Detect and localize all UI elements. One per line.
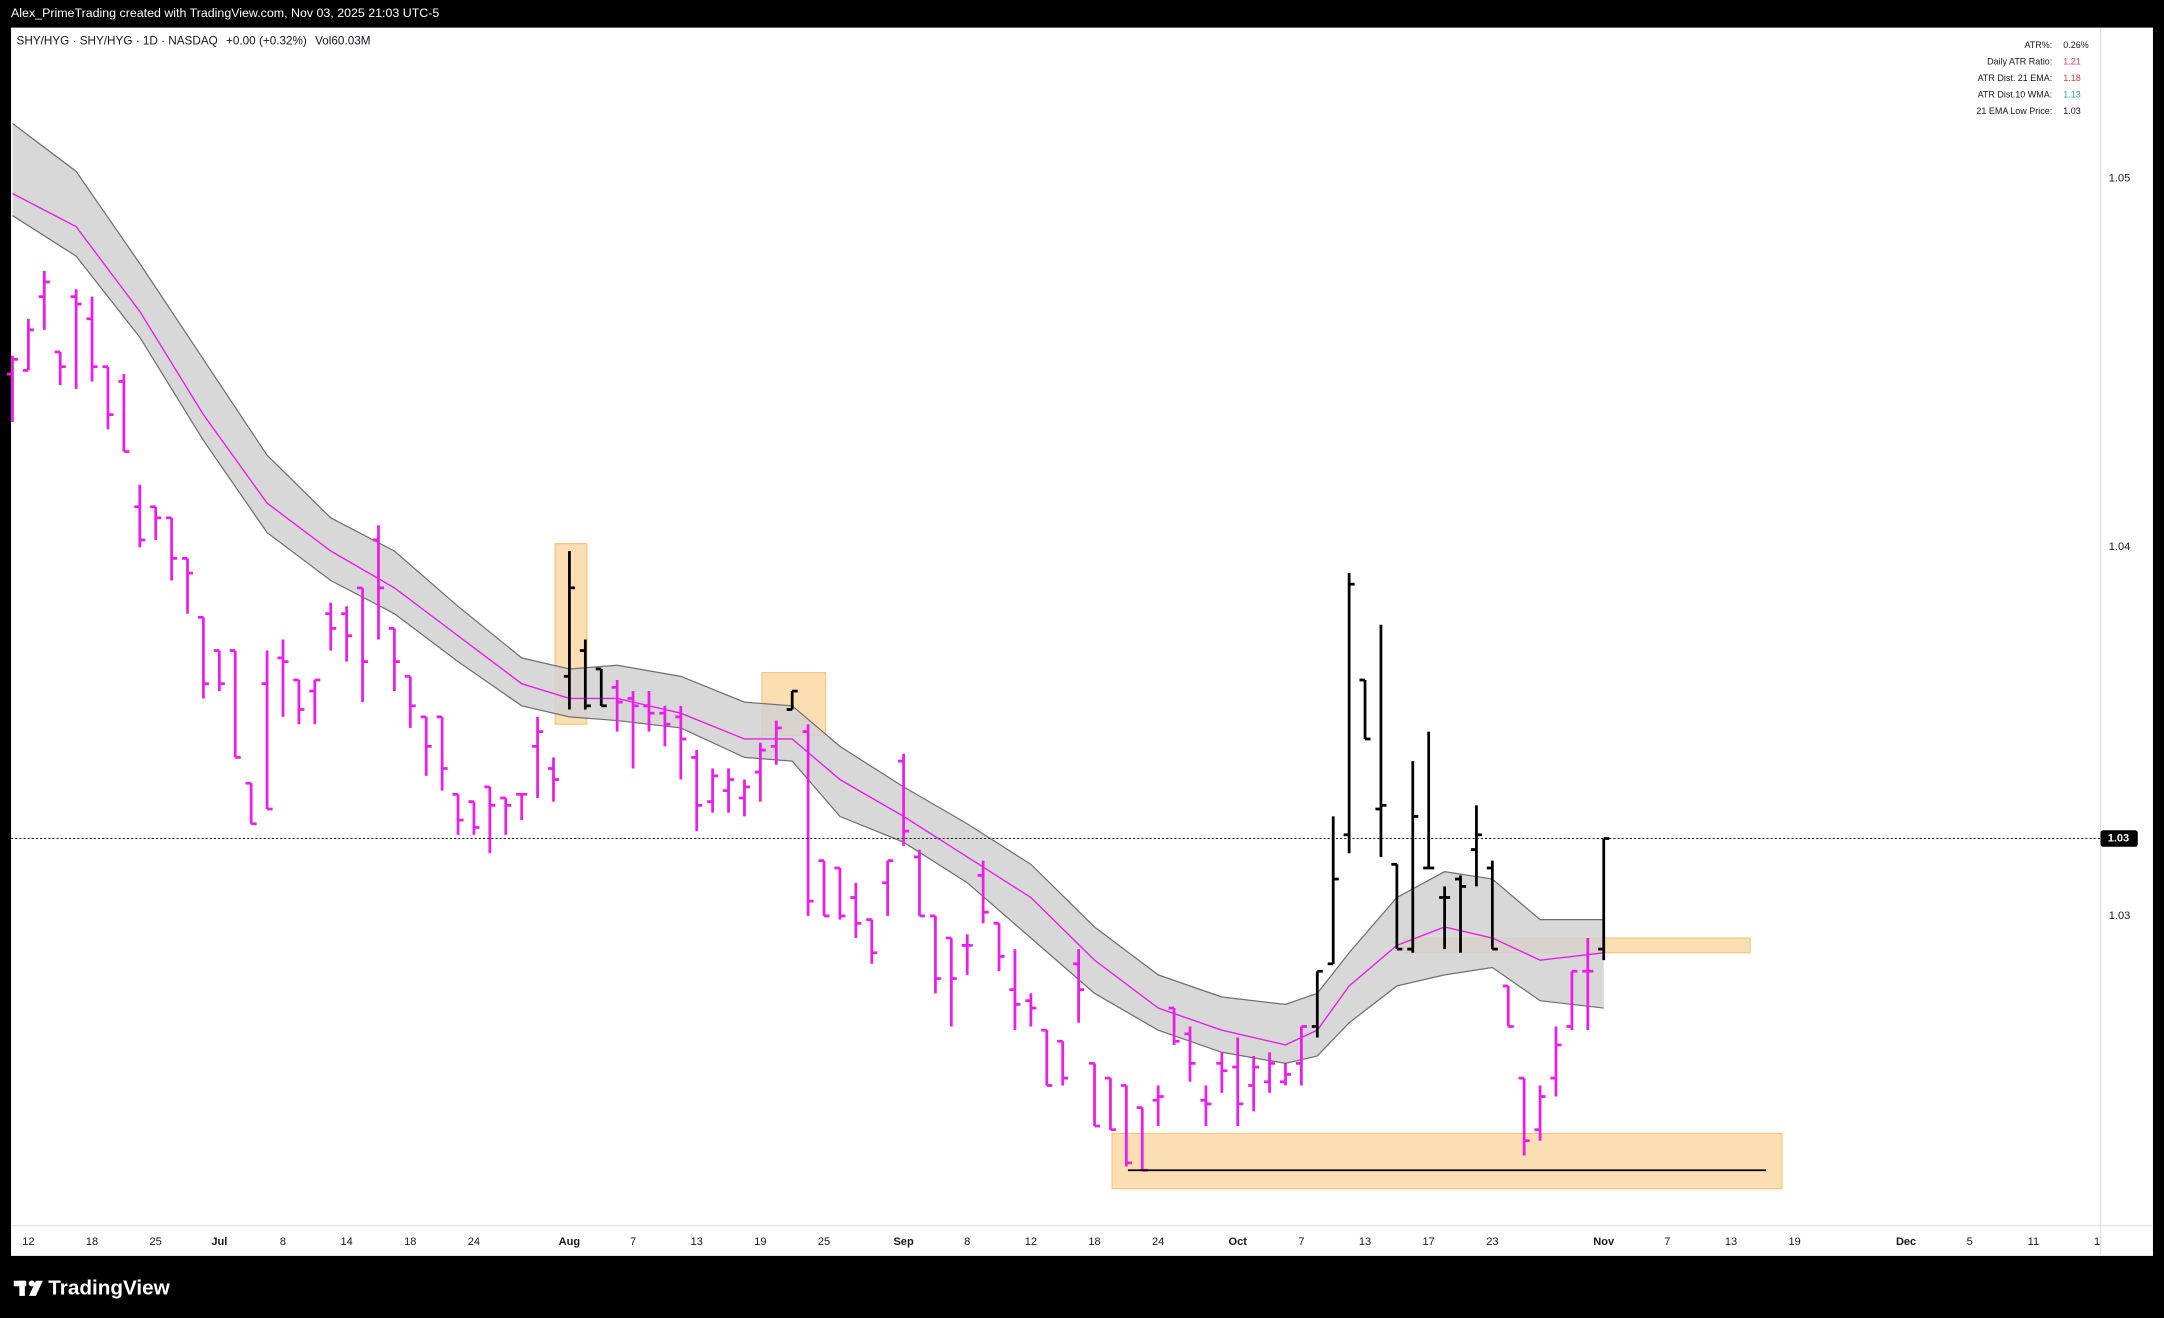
x-tick-label: 8 — [280, 1236, 286, 1248]
table-value: 1.03 — [2063, 106, 2080, 116]
table-value: 1.13 — [2063, 90, 2080, 100]
x-tick-label: 23 — [1486, 1236, 1498, 1248]
x-tick-label: 12 — [1025, 1236, 1037, 1248]
y-tick-label: 1.04 — [2109, 541, 2130, 553]
band-fill — [12, 123, 1604, 1064]
legend-change: +0.00 (+0.32%) — [226, 34, 307, 47]
table-value: 1.21 — [2063, 56, 2080, 66]
x-tick-label: 8 — [964, 1236, 970, 1248]
x-tick-label: 13 — [1725, 1236, 1737, 1248]
logo-mark — [28, 1280, 35, 1287]
legend-symbol: SHY/HYG · SHY/HYG · 1D · NASDAQ — [17, 34, 218, 47]
y-tick-label: 1.03 — [2109, 910, 2130, 922]
x-tick-label: 18 — [1088, 1236, 1100, 1248]
logo-mark — [28, 1280, 43, 1296]
table-label: ATR Dist. 21 EMA: — [1978, 73, 2053, 83]
x-tick-label: 13 — [1359, 1236, 1371, 1248]
x-tick-label: 18 — [86, 1236, 98, 1248]
legend-volume: Vol60.03M — [315, 34, 370, 47]
x-tick-label: 5 — [1967, 1236, 1973, 1248]
x-tick-label: 18 — [404, 1236, 416, 1248]
x-tick-label: 14 — [340, 1236, 352, 1248]
x-tick-label: Nov — [1593, 1236, 1615, 1248]
x-tick-label: Dec — [1896, 1236, 1916, 1248]
x-tick-label: 7 — [1298, 1236, 1304, 1248]
x-tick-label: 25 — [150, 1236, 162, 1248]
x-tick-label: Sep — [893, 1236, 913, 1248]
footer-logo: TradingView — [13, 1276, 171, 1299]
zone — [1111, 1132, 1783, 1190]
x-tick-label: 7 — [1664, 1236, 1670, 1248]
y-tick-label: 1.05 — [2109, 173, 2130, 185]
table-label: ATR%: — [2024, 40, 2052, 50]
legend: SHY/HYG · SHY/HYG · 1D · NASDAQ +0.00 (+0… — [17, 34, 371, 47]
table-value: 0.26% — [2063, 40, 2088, 50]
x-tick-label: 19 — [754, 1236, 766, 1248]
x-tick-label: Jul — [211, 1236, 227, 1248]
x-tick-label: 25 — [818, 1236, 830, 1248]
table-label: Daily ATR Ratio: — [1987, 56, 2052, 66]
x-tick-label: 12 — [22, 1236, 34, 1248]
last-price-label: 1.03 — [2108, 832, 2129, 844]
x-tick-label: 1 — [2094, 1236, 2100, 1248]
x-tick-label: 11 — [2028, 1236, 2039, 1248]
x-tick-label: 7 — [630, 1236, 636, 1248]
footer-logo-text: TradingView — [48, 1276, 170, 1299]
table-label: ATR Dist.10 WMA: — [1978, 90, 2053, 100]
x-tick-label: 19 — [1789, 1236, 1801, 1248]
x-tick-label: 24 — [468, 1236, 480, 1248]
last-price-tag — [2100, 830, 2138, 847]
x-tick-label: 17 — [1423, 1236, 1435, 1248]
chart-panel — [11, 27, 2153, 1256]
logo-mark — [19, 1280, 25, 1296]
x-tick-label: Aug — [559, 1236, 580, 1248]
band-lower — [12, 215, 1604, 1064]
table-value: 1.18 — [2063, 73, 2080, 83]
ema-line — [12, 192, 1604, 1046]
x-tick-label: 13 — [691, 1236, 703, 1248]
indicator-table: ATR%: 0.26% Daily ATR Ratio: 1.21 ATR Dist. … — [1976, 40, 2088, 116]
x-tick-label: Oct — [1229, 1236, 1248, 1248]
header-credit: Alex_PrimeTrading created with TradingVi… — [11, 6, 439, 20]
table-label: 21 EMA Low Price: — [1976, 106, 2052, 116]
band-upper — [12, 122, 1604, 1006]
x-tick-label: 24 — [1152, 1236, 1164, 1248]
